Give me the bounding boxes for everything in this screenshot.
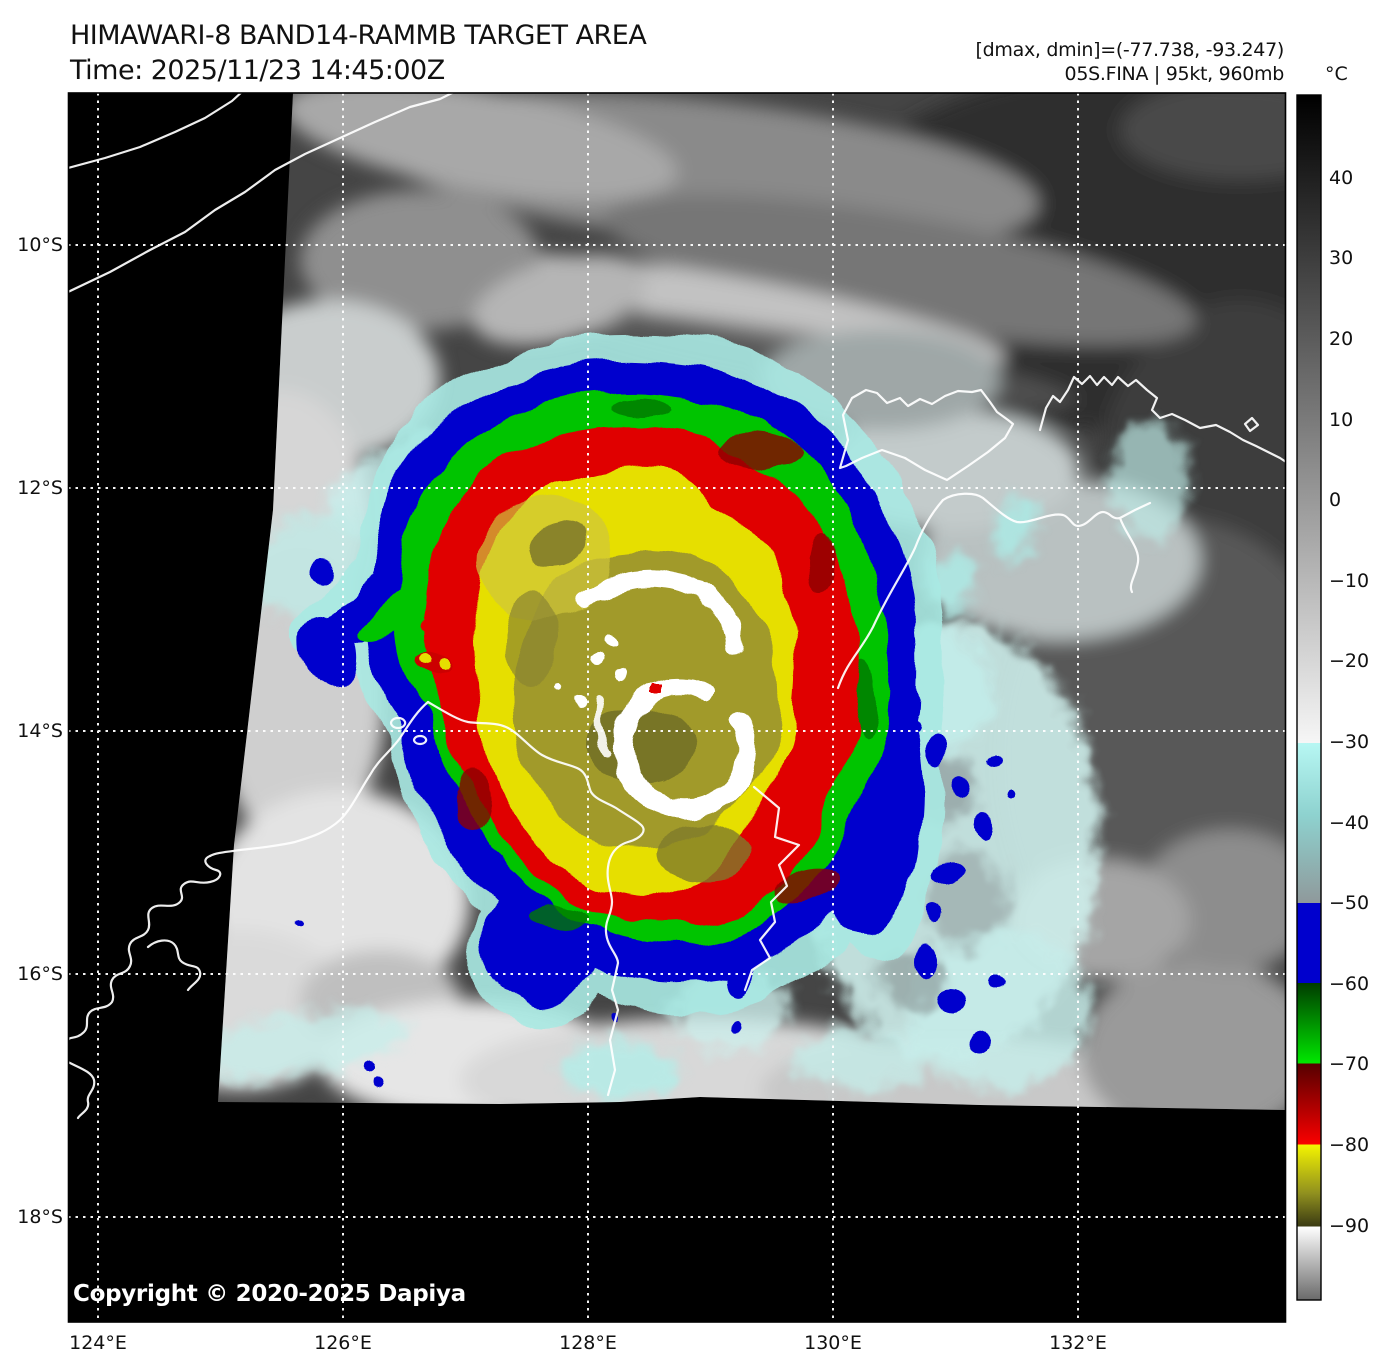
lon-label-132e: 132°E (1049, 1332, 1107, 1354)
eye-warm-pixel (652, 684, 663, 693)
map-plot: Copyright © 2020-2025 Dapiya (68, 93, 1286, 1322)
colorbar-tick-40: 40 (1329, 167, 1353, 189)
longitude-axis: 124°E 126°E 128°E 130°E 132°E (69, 1332, 1107, 1354)
colorbar-tick-m10: −10 (1329, 570, 1369, 592)
colorbar-segment-grayscale-warm (1297, 95, 1321, 743)
storm-info-annotation: 05S.FINA | 95kt, 960mb (1065, 63, 1285, 85)
colorbar-tick-0: 0 (1329, 489, 1341, 511)
colorbar-segment-yellow (1297, 1144, 1321, 1227)
coastlines (68, 93, 1286, 1120)
colorbar: 40 30 20 10 0 −10 −20 −30 −40 −50 −60 −7… (1296, 94, 1369, 1301)
coastline-vandiemen-gulf (836, 498, 945, 690)
coastline-island-c (1243, 416, 1260, 433)
lat-label-10s: 10°S (17, 234, 63, 256)
product-time: Time: 2025/11/23 14:45:00Z (69, 55, 445, 86)
lon-label-130e: 130°E (804, 1332, 862, 1354)
colorbar-segment-grayscale-cold (1297, 1226, 1321, 1300)
colorbar-segment-red (1297, 1063, 1321, 1145)
colorbar-tick-m20: −20 (1329, 650, 1369, 672)
product-title: HIMAWARI-8 BAND14-RAMMB TARGET AREA (70, 20, 647, 51)
coastline-arnhem-south (941, 492, 1152, 528)
coastline-island-a (390, 716, 407, 730)
satellite-swath (218, 93, 1286, 1110)
coastline-island-b (413, 734, 428, 746)
latitude-axis: 10°S 12°S 14°S 16°S 18°S (17, 234, 63, 1228)
coastline-darwin-coast (743, 785, 801, 992)
map-frame (67, 92, 1287, 1323)
colorbar-tick-m60: −60 (1329, 973, 1369, 995)
coastline-cobourg-peninsula (1038, 374, 1286, 463)
colorbar-segment-blue (1297, 903, 1321, 983)
copyright-watermark: Copyright © 2020-2025 Dapiya (73, 1281, 466, 1307)
colorbar-unit-label: °C (1325, 63, 1348, 85)
colorbar-tick-m50: −50 (1329, 892, 1369, 914)
colorbar-frame (1296, 94, 1322, 1301)
coastline-kimberley (68, 854, 222, 1041)
colorbar-tick-m70: −70 (1329, 1053, 1369, 1075)
coastline-nt-mainland (426, 700, 645, 1097)
lon-label-128e: 128°E (559, 1332, 617, 1354)
coastline-timor-north (68, 93, 243, 170)
coastline-peninsula-spur (146, 939, 202, 992)
coastline-tiwi-islands (838, 388, 1015, 482)
lat-label-12s: 12°S (17, 477, 63, 499)
colorbar-tick-m90: −90 (1329, 1215, 1369, 1237)
colorbar-segment-green (1297, 983, 1321, 1064)
gridlines (68, 93, 1286, 1322)
lon-label-126e: 126°E (314, 1332, 372, 1354)
lon-label-124e: 124°E (69, 1332, 127, 1354)
coastline-arnhem-inlet (1118, 516, 1140, 594)
colorbar-tick-m40: −40 (1329, 812, 1369, 834)
colorbar-tick-20: 20 (1329, 328, 1353, 350)
dark-red-patches (452, 437, 840, 903)
storm-eye-spiral (552, 570, 757, 819)
colorbar-tick-labels: 40 30 20 10 0 −10 −20 −30 −40 −50 −60 −7… (1329, 167, 1369, 1237)
colorbar-segment-cyan (1297, 743, 1321, 903)
coastline-kimberley-south (68, 1061, 96, 1120)
colorbar-tick-30: 30 (1329, 247, 1353, 269)
colorbar-tick-m30: −30 (1329, 731, 1369, 753)
colorbar-tick-m80: −80 (1329, 1134, 1369, 1156)
lat-label-14s: 14°S (17, 720, 63, 742)
coastline-timor-south (68, 93, 455, 293)
lat-label-16s: 16°S (17, 963, 63, 985)
colorbar-tick-10: 10 (1329, 409, 1353, 431)
coastline-bonaparte-gulf (208, 700, 430, 858)
dmax-dmin-annotation: [dmax, dmin]=(-77.738, -93.247) (976, 39, 1284, 61)
west-convective-specks (421, 653, 453, 671)
lat-label-18s: 18°S (17, 1206, 63, 1228)
